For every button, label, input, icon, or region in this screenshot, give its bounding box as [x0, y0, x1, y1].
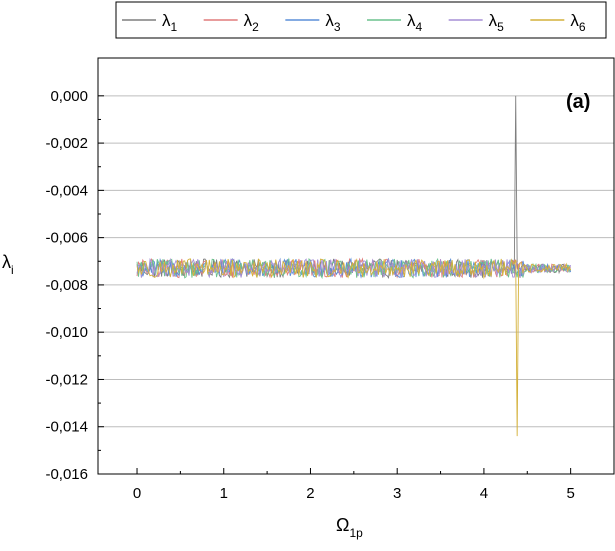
legend-label-4: λ4 [407, 11, 423, 34]
y-tick-label: -0,002 [45, 135, 88, 152]
x-tick-label: 0 [133, 485, 141, 502]
series-line-6 [136, 258, 572, 437]
x-tick-label: 4 [480, 485, 488, 502]
y-tick-label: -0,016 [45, 466, 88, 483]
y-axis-title-sub: i [11, 263, 14, 277]
panel-label: (a) [566, 91, 590, 113]
legend-label-6: λ6 [570, 11, 586, 34]
y-tick-label: -0,010 [45, 324, 88, 341]
x-tick-label: 2 [306, 485, 314, 502]
y-tick-label: -0,006 [45, 230, 88, 247]
y-tick-label: -0,012 [45, 371, 88, 388]
axes: 0,000 -0,002 -0,004 -0,006 -0,008 -0,010 -0,01… [45, 88, 574, 502]
x-tick-label: 3 [393, 485, 401, 502]
y-tick-label: -0,008 [45, 277, 88, 294]
grid-lines [98, 95, 614, 475]
legend: λ1 λ2 λ3 λ4 λ5 λ6 [115, 1, 607, 39]
y-axis-title: λi [2, 252, 14, 277]
y-tick-label: -0,004 [45, 182, 88, 199]
y-tick-label: 0,000 [50, 88, 88, 105]
plot-frame [97, 57, 615, 475]
legend-label-1: λ1 [162, 11, 178, 34]
legend-box [115, 1, 607, 39]
x-axis-title-sub: 1p [349, 526, 363, 540]
legend-label-2: λ2 [244, 11, 260, 34]
y-axis-title-main: λ [2, 252, 11, 272]
x-axis-title-main: Ω [336, 515, 349, 535]
x-tick-label: 5 [566, 485, 574, 502]
y-tick-label: -0,014 [45, 419, 88, 436]
legend-label-3: λ3 [325, 11, 341, 34]
series-line-1 [136, 95, 571, 279]
x-tick-label: 1 [220, 485, 228, 502]
legend-label-5: λ5 [489, 11, 505, 34]
x-axis-title: Ω1p [336, 515, 363, 540]
series-layer [136, 95, 572, 437]
